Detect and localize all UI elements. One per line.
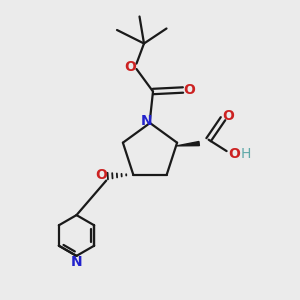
Text: N: N bbox=[71, 256, 82, 269]
Text: O: O bbox=[95, 169, 107, 182]
Text: N: N bbox=[140, 114, 152, 128]
Text: O: O bbox=[229, 147, 240, 161]
Text: O: O bbox=[222, 109, 234, 123]
Text: O: O bbox=[124, 60, 136, 74]
Text: O: O bbox=[184, 83, 196, 97]
Polygon shape bbox=[177, 142, 200, 146]
Text: H: H bbox=[240, 147, 251, 161]
